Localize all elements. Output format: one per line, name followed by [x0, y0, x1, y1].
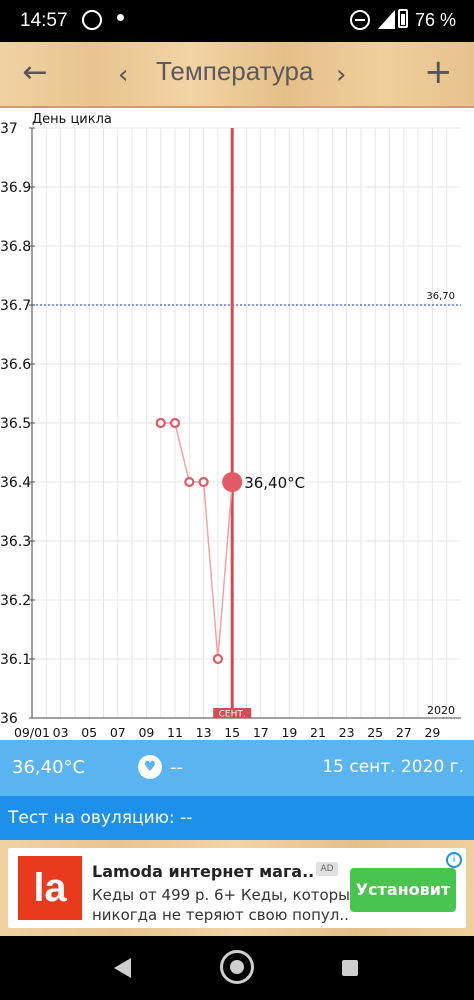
selected-data-point [222, 472, 243, 492]
app-bar: ← ‹ Температура › + [0, 42, 474, 108]
y-tick-label: 36.9 [0, 180, 31, 196]
ad-banner-area: la Lamoda интернет мага... AD Кеды от 49… [0, 840, 474, 936]
y-tick-label: 36 [0, 711, 18, 727]
status-bar: 14:57 76 % [0, 0, 474, 42]
x-tick-label: 27 [396, 725, 412, 740]
chart-svg[interactable]: 37 36.9 36.8 36.7 36.6 36.5 36.4 36.3 36.2 36.1 36… [0, 108, 474, 740]
y-tick-label: 36.6 [0, 357, 31, 373]
x-tick-label: 13 [196, 725, 212, 740]
ovulation-test-label: Тест на овуляцию: -- [8, 808, 193, 828]
install-button[interactable]: Установит [350, 868, 456, 912]
data-point [212, 653, 223, 665]
x-tick-label: 05 [81, 725, 97, 740]
back-arrow-icon[interactable]: ← [22, 55, 48, 90]
notification-dot-icon [117, 14, 124, 21]
y-tick-label: 36.7 [0, 298, 31, 314]
ad-title[interactable]: Lamoda интернет мага... [92, 862, 314, 881]
y-tick-label: 36.8 [0, 239, 31, 255]
x-tick-label: 03 [53, 725, 69, 740]
do-not-disturb-icon [350, 10, 370, 30]
x-tick-label: 09/01 [14, 725, 50, 740]
ad-badge: AD [316, 862, 338, 876]
temperature-chart[interactable]: 37 36.9 36.8 36.7 36.6 36.5 36.4 36.3 36.2 36.1 36… [0, 108, 474, 740]
ad-card[interactable]: la Lamoda интернет мага... AD Кеды от 49… [8, 848, 466, 928]
x-tick-label: 23 [339, 725, 355, 740]
coverline-label: 36,70 [426, 291, 455, 302]
y-tick-label: 36.4 [0, 475, 31, 491]
y-tick-label: 36.5 [0, 416, 31, 432]
y-tick-label: 37 [0, 121, 18, 137]
data-point [184, 476, 195, 488]
x-tick-label: 19 [281, 725, 297, 740]
battery-percent: 76 % [415, 10, 457, 30]
ad-logo[interactable]: la [18, 856, 82, 920]
x-tick-label: 17 [253, 725, 269, 740]
add-icon[interactable]: + [424, 52, 453, 92]
y-tick-label: 36.1 [0, 652, 31, 668]
ad-description-line2: никогда не теряют свою попул... [92, 906, 350, 924]
battery-icon [398, 9, 408, 28]
data-point [169, 417, 181, 429]
whatsapp-icon [82, 10, 102, 30]
x-tick-label: 25 [367, 725, 383, 740]
ad-description-line1: Кеды от 499 р. 6+ Кеды, которые [92, 886, 350, 904]
nav-recents-icon[interactable] [342, 960, 358, 976]
info-bar: 36,40°C ♥ -- 15 сент. 2020 г. [0, 740, 474, 796]
status-time: 14:57 [20, 10, 68, 31]
nav-back-icon[interactable] [114, 958, 131, 978]
heart-icon[interactable]: ♥ [138, 755, 162, 779]
nav-home-icon[interactable] [220, 950, 254, 984]
selected-value-label: 36,40°C [244, 474, 305, 492]
y-tick-label: 36.3 [0, 534, 31, 550]
ad-info-icon[interactable]: i [446, 852, 462, 868]
selected-date: 15 сент. 2020 г. [322, 757, 464, 777]
x-tick-label: 11 [167, 725, 183, 740]
ovulation-test-row[interactable]: Тест на овуляцию: -- [0, 796, 474, 840]
y-tick-label: 36.2 [0, 593, 31, 609]
chart-title: День цикла [32, 112, 112, 127]
data-point [155, 417, 166, 429]
x-tick-label: 07 [110, 725, 126, 740]
system-nav-bar [0, 936, 474, 1000]
next-chevron-icon[interactable]: › [336, 60, 347, 90]
selected-temperature: 36,40°C [12, 757, 86, 778]
month-tag-label: СЕНТ. [219, 710, 246, 720]
page-title: Температура [156, 56, 314, 86]
data-point [198, 476, 209, 488]
year-label: 2020 [427, 704, 455, 717]
x-tick-label: 29 [424, 725, 440, 740]
x-tick-label: 21 [310, 725, 326, 740]
x-tick-label: 09 [138, 725, 154, 740]
signal-icon [378, 10, 395, 29]
x-tick-label: 15 [224, 725, 240, 740]
previous-chevron-icon[interactable]: ‹ [118, 60, 129, 90]
heart-value: -- [170, 757, 183, 778]
month-tag [213, 708, 252, 718]
